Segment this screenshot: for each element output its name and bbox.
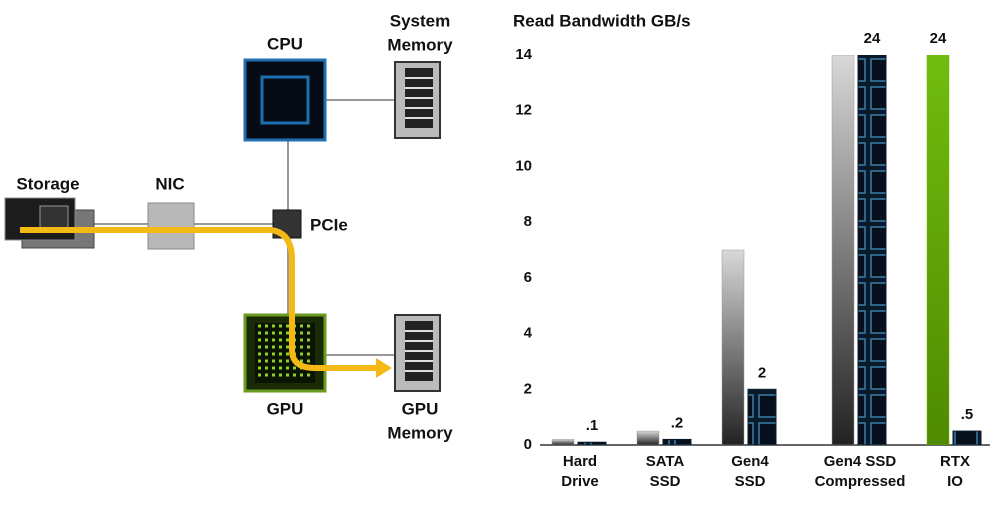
node-label: Memory <box>387 423 453 442</box>
y-tick-label: 4 <box>524 325 533 342</box>
node-label: GPU <box>402 399 439 418</box>
y-tick-label: 0 <box>524 436 532 453</box>
cpu-core-bar <box>747 388 777 445</box>
data-path-arrow <box>376 358 392 378</box>
node-label: CPU <box>267 34 303 53</box>
storage-chip <box>39 205 69 231</box>
plot-area <box>551 55 982 445</box>
node-label: System <box>390 11 450 30</box>
bandwidth-bar <box>831 55 855 445</box>
bandwidth-bar <box>551 439 575 445</box>
x-tick-label: Gen4 <box>731 453 769 470</box>
y-tick-label: 6 <box>524 269 532 286</box>
x-tick-label: IO <box>947 473 963 490</box>
value-label: 24 <box>930 30 947 47</box>
cpu-core <box>260 75 310 125</box>
cpu-core-bar <box>952 430 982 445</box>
node-label: Storage <box>16 174 79 193</box>
data-path <box>20 227 378 371</box>
system-memory-icon <box>394 61 441 139</box>
node-label: NIC <box>155 174 184 193</box>
y-tick-label: 2 <box>524 380 532 397</box>
diagram: Storage NIC PCIe CPU System Memory GPU G… <box>4 11 453 442</box>
bandwidth-bar <box>636 430 660 445</box>
x-tick-label: SATA <box>646 453 685 470</box>
value-label: .2 <box>671 414 684 431</box>
node-label: Memory <box>387 35 453 54</box>
x-tick-label: SSD <box>735 473 766 490</box>
cpu-core-bar <box>662 438 692 445</box>
x-tick-label: RTX <box>940 453 970 470</box>
gpu-memory-icon <box>394 314 441 392</box>
bandwidth-bar <box>721 249 745 445</box>
y-tick-label: 10 <box>515 157 532 174</box>
value-label: .1 <box>586 417 599 434</box>
x-tick-label: Compressed <box>815 473 906 490</box>
node-label: PCIe <box>310 215 348 234</box>
x-tick-label: SSD <box>650 473 681 490</box>
chart-title: Read Bandwidth GB/s <box>513 11 691 30</box>
bandwidth-bar <box>926 55 950 445</box>
cpu-core-bar <box>857 55 887 445</box>
x-tick-label: Gen4 SSD <box>824 453 897 470</box>
value-label: 24 <box>864 30 881 47</box>
gpu-die <box>255 323 315 383</box>
y-tick-label: 14 <box>515 46 532 63</box>
cpu-core-bar <box>577 441 607 445</box>
node-label: GPU <box>267 399 304 418</box>
y-tick-label: 8 <box>524 213 532 230</box>
x-tick-label: Hard <box>563 453 597 470</box>
x-tick-label: Drive <box>561 473 599 490</box>
cpu-icon <box>243 58 327 142</box>
value-label: 2 <box>758 364 766 381</box>
nic-icon <box>147 202 195 250</box>
y-tick-label: 12 <box>515 102 532 119</box>
value-label: .5 <box>961 406 974 423</box>
